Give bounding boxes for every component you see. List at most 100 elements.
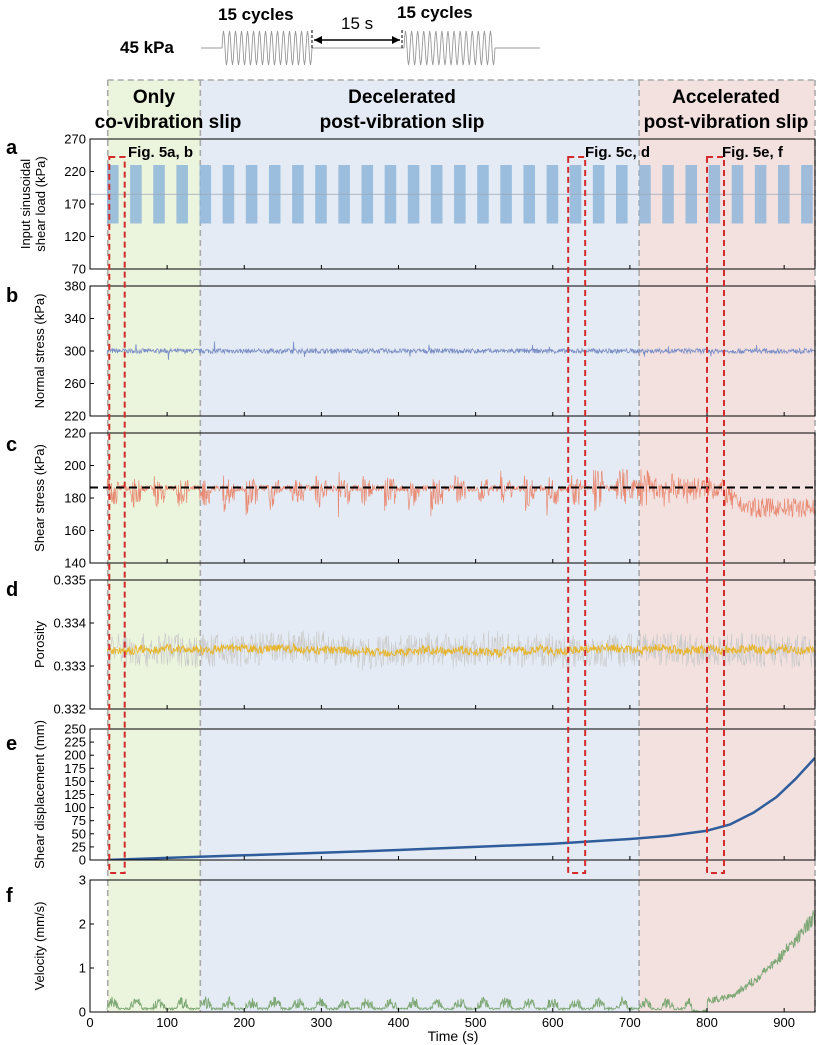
- y-tick-label: 380: [64, 279, 86, 294]
- panel-a: a 70 120 170 220 270 Input sinusoidal shear loa…: [6, 132, 816, 277]
- y-tick-label: 0: [79, 853, 86, 868]
- y-tick-label: 0.332: [53, 702, 86, 717]
- region-bg-3: [639, 80, 815, 1012]
- y-axis-label-line: Porosity: [32, 621, 47, 668]
- y-tick-label: 200: [64, 748, 86, 763]
- y-axis-label-line: Shear displacement (mm): [32, 720, 47, 869]
- y-tick-label: 220: [64, 409, 86, 424]
- panel-e-plot: [106, 756, 815, 860]
- highlight-box-1: [108, 156, 126, 874]
- y-tick-label: 75: [72, 813, 86, 828]
- cycles-right-label: 15 cycles: [397, 3, 473, 22]
- overlay-highlights: Fig. 5a, b Fig. 5c, d Fig. 5e, f: [108, 144, 784, 874]
- panel-d-frame: [89, 579, 816, 710]
- y-axis-label-line: Velocity (mm/s): [32, 902, 47, 991]
- highlight-label-2: Fig. 5c, d: [585, 144, 650, 161]
- y-tick-label: 70: [72, 262, 86, 277]
- shear-stress-line: [106, 468, 815, 519]
- y-tick-label: 250: [64, 722, 86, 737]
- x-tick-label: 100: [156, 1015, 178, 1030]
- panel-letter: c: [6, 434, 17, 456]
- y-tick-label: 225: [64, 735, 86, 750]
- y-axis-label-line: Shear stress (kPa): [32, 444, 47, 552]
- y-axis-label-line: Normal stress (kPa): [32, 294, 47, 409]
- panel-d: d 0.332 0.333 0.334 0.335 Porosity: [6, 573, 816, 717]
- panel-f: f 0 1 2 3 Velocity (mm/s) 0 100 200 300 400 500 600 7…: [6, 873, 816, 1030]
- y-tick-label: 260: [64, 376, 86, 391]
- panel-a-plot: [90, 165, 815, 224]
- y-tick-label: 270: [64, 132, 86, 147]
- panel-letter: e: [6, 733, 17, 755]
- panel-c-plot: [90, 468, 815, 519]
- velocity-line: [106, 910, 815, 1012]
- panel-letter: b: [6, 285, 18, 307]
- x-tick-label: 400: [388, 1015, 410, 1030]
- x-tick-label: 300: [311, 1015, 333, 1030]
- panel-c: c 140 160 180 200 220 Shear stress (kPa): [6, 426, 816, 571]
- y-tick-label: 1: [79, 961, 86, 976]
- y-tick-label: 25: [72, 839, 86, 854]
- y-tick-label: 140: [64, 556, 86, 571]
- region-bg-2: [200, 80, 640, 1012]
- y-tick-label: 2: [79, 917, 86, 932]
- y-axis-label-line: Input sinusoidal: [18, 159, 33, 249]
- highlight-label-1: Fig. 5a, b: [128, 144, 193, 161]
- panel-letter: f: [6, 885, 13, 907]
- y-tick-label: 175: [64, 761, 86, 776]
- y-tick-label: 220: [64, 164, 86, 179]
- shear-displacement-line: [106, 756, 815, 860]
- y-tick-label: 100: [64, 800, 86, 815]
- y-tick-label: 0.333: [53, 659, 86, 674]
- region-2-title-line1: Decelerated: [348, 87, 456, 108]
- y-tick-label: 220: [64, 426, 86, 441]
- panel-letter: d: [6, 579, 18, 601]
- cycles-left-label: 15 cycles: [218, 5, 294, 24]
- region-1-title-line2: co-vibration slip: [95, 112, 242, 133]
- y-tick-label: 50: [72, 826, 86, 841]
- x-axis-label: Time (s): [428, 1028, 479, 1044]
- highlight-box-3: [706, 156, 725, 874]
- y-axis-label-line: shear load (kPa): [33, 156, 48, 251]
- region-3-title-line2: post-vibration slip: [644, 112, 809, 133]
- y-tick-label: 150: [64, 774, 86, 789]
- y-tick-label: 160: [64, 523, 86, 538]
- schematic-wave-left: [221, 30, 313, 66]
- panel-b: b 220 260 300 340 380 Normal stress (kPa): [6, 279, 816, 424]
- y-tick-label: 200: [64, 458, 86, 473]
- gap-arrowhead-right: [392, 36, 400, 44]
- highlight-label-3: Fig. 5e, f: [722, 144, 784, 161]
- panel-d-plot: [106, 630, 815, 671]
- x-tick-label: 200: [233, 1015, 255, 1030]
- porosity-smoothed-line: [106, 642, 815, 659]
- y-tick-label: 120: [64, 229, 86, 244]
- schematic-wave-right: [403, 30, 496, 66]
- x-tick-label: 900: [773, 1015, 795, 1030]
- x-tick-label: 0: [86, 1015, 93, 1030]
- amplitude-label: 45 kPa: [120, 38, 174, 57]
- gap-label: 15 s: [341, 14, 373, 33]
- porosity-raw-line: [106, 630, 815, 671]
- y-tick-label: 170: [64, 197, 86, 212]
- y-tick-label: 180: [64, 491, 86, 506]
- panel-f-plot: [106, 910, 815, 1012]
- normal-stress-line: [106, 341, 815, 360]
- region-3-title-line1: Accelerated: [672, 87, 780, 108]
- x-tick-label: 500: [465, 1015, 487, 1030]
- y-tick-label: 0: [79, 1005, 86, 1020]
- y-tick-label: 340: [64, 311, 86, 326]
- region-titles: Only co-vibration slip Decelerated post-…: [95, 87, 809, 133]
- y-tick-label: 0.334: [53, 616, 86, 631]
- panel-letter: a: [6, 137, 18, 159]
- region-1-title-line1: Only: [133, 87, 176, 108]
- y-tick-label: 0.335: [53, 573, 86, 588]
- panel-f-frame: [89, 879, 816, 1013]
- panel-b-plot: [106, 341, 815, 360]
- gap-arrowhead-left: [314, 36, 322, 44]
- y-tick-label: 300: [64, 344, 86, 359]
- loading-schematic: 45 kPa 15 cycles 15 cycles 15 s: [120, 3, 540, 66]
- region-2-title-line2: post-vibration slip: [320, 112, 485, 133]
- y-tick-label: 3: [79, 873, 86, 888]
